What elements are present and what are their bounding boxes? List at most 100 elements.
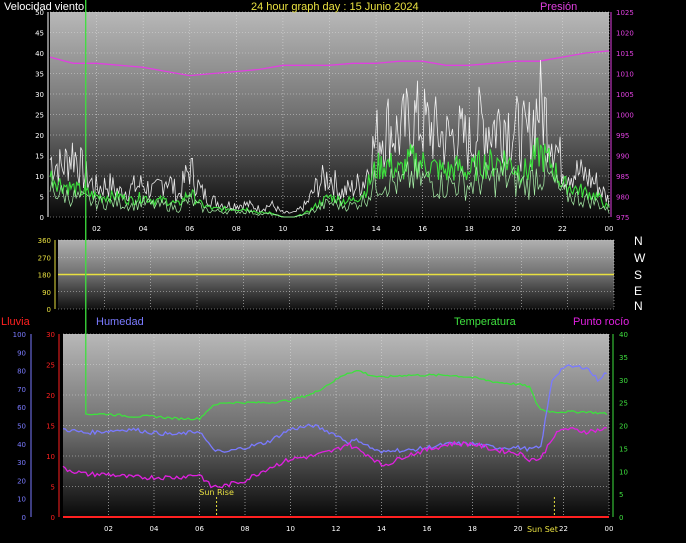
sun-annotation: Sun Set (527, 525, 558, 534)
x-tick-label: 00 (605, 525, 614, 533)
humidity-tick-label: 80 (17, 368, 26, 376)
x-tick-label: 02 (92, 225, 101, 233)
temperature-tick-label: 35 (619, 354, 628, 362)
x-tick-label: 14 (372, 225, 381, 233)
temperature-tick-label: 0 (619, 514, 623, 522)
x-tick-label: 16 (418, 225, 427, 233)
y2-tick-label: 1025 (616, 9, 634, 17)
humidity-axis-label: Humedad (96, 316, 144, 328)
temperature-tick-label: 15 (619, 445, 628, 453)
humidity-tick-label: 40 (17, 441, 26, 449)
temperature-humidity-chart: 0102030405060708090100051015202530051015… (13, 0, 628, 534)
x-tick-label: 22 (559, 525, 568, 533)
x-tick-label: 12 (325, 225, 334, 233)
x-tick-label: 10 (286, 525, 295, 533)
humidity-tick-label: 90 (17, 349, 26, 357)
y-tick-label: 45 (35, 30, 44, 38)
humidity-tick-label: 50 (17, 423, 26, 431)
pressure-line (49, 50, 610, 77)
x-tick-label: 22 (558, 225, 567, 233)
sun-annotation: Sun Rise (199, 488, 234, 497)
wind-min-line (49, 155, 610, 218)
temperature-tick-label: 25 (619, 400, 628, 408)
temperature-axis-label: Temperatura (454, 316, 516, 328)
wind-series-line (49, 59, 610, 214)
temperature-tick-label: 20 (619, 423, 628, 431)
dew-point-axis-label: Punto rocío (573, 316, 630, 328)
compass-label: N (634, 234, 643, 248)
rain-axis-label: Lluvia (1, 316, 30, 328)
humidity-tick-label: 30 (17, 459, 26, 467)
x-tick-label: 12 (332, 525, 341, 533)
y-tick-label: 360 (38, 237, 51, 245)
x-tick-label: 20 (514, 525, 523, 533)
wind-speed-axis-label: Velocidad viento (4, 1, 85, 13)
x-tick-label: 08 (232, 225, 241, 233)
y-tick-label: 10 (35, 173, 44, 181)
y-tick-label: 50 (35, 9, 44, 17)
x-tick-label: 08 (241, 525, 250, 533)
rain-tick-label: 0 (51, 514, 55, 522)
y-tick-label: 25 (35, 112, 44, 120)
x-tick-label: 04 (150, 525, 159, 533)
pressure-axis-label: Presión (540, 1, 578, 13)
x-tick-label: 00 (605, 225, 614, 233)
rain-tick-label: 20 (46, 392, 55, 400)
y2-tick-label: 980 (616, 194, 629, 202)
y-tick-label: 30 (35, 91, 44, 99)
y-tick-label: 35 (35, 71, 44, 79)
temperature-tick-label: 5 (619, 491, 623, 499)
y2-tick-label: 985 (616, 173, 629, 181)
humidity-line (62, 364, 607, 454)
humidity-tick-label: 60 (17, 404, 26, 412)
y2-tick-label: 1000 (616, 112, 634, 120)
humidity-tick-label: 20 (17, 477, 26, 485)
y-tick-label: 180 (38, 272, 51, 280)
x-tick-label: 16 (423, 525, 432, 533)
y2-tick-label: 995 (616, 132, 629, 140)
y2-tick-label: 990 (616, 153, 629, 161)
y-tick-label: 0 (40, 214, 44, 222)
temperature-tick-label: 30 (619, 377, 628, 385)
y-tick-label: 0 (47, 306, 51, 314)
dew-point-line (62, 426, 607, 489)
x-tick-label: 02 (104, 525, 113, 533)
compass-label: N (634, 299, 643, 313)
y-tick-label: 40 (35, 50, 44, 58)
rain-tick-label: 25 (46, 362, 55, 370)
compass-label: W (634, 251, 646, 265)
y2-tick-label: 975 (616, 214, 629, 222)
temperature-tick-label: 10 (619, 468, 628, 476)
y2-tick-label: 1020 (616, 30, 634, 38)
y2-tick-label: 1010 (616, 71, 634, 79)
y-tick-label: 15 (35, 153, 44, 161)
x-tick-label: 18 (465, 225, 474, 233)
x-tick-label: 18 (468, 525, 477, 533)
humidity-tick-label: 10 (17, 496, 26, 504)
humidity-tick-label: 100 (13, 331, 26, 339)
x-tick-label: 20 (511, 225, 520, 233)
rain-tick-label: 5 (51, 484, 55, 492)
rain-tick-label: 30 (46, 331, 55, 339)
wind-pressure-chart: 0510152025303540455097598098599099510001… (35, 9, 634, 233)
temperature-line (85, 0, 608, 421)
x-tick-label: 14 (377, 525, 386, 533)
x-tick-label: 06 (195, 525, 204, 533)
wind-direction-chart: 0 90 180 270 360 (38, 237, 615, 314)
rain-tick-label: 15 (46, 423, 55, 431)
y-tick-label: 270 (38, 254, 51, 262)
x-tick-label: 04 (139, 225, 148, 233)
y-tick-label: 5 (40, 194, 44, 202)
y-tick-label: 20 (35, 132, 44, 140)
x-tick-label: 06 (185, 225, 194, 233)
x-tick-label: 10 (278, 225, 287, 233)
rain-tick-label: 10 (46, 453, 55, 461)
humidity-tick-label: 70 (17, 386, 26, 394)
wind-series-line (49, 137, 610, 218)
humidity-tick-label: 0 (22, 514, 26, 522)
temperature-tick-label: 40 (619, 331, 628, 339)
chart-title: 24 hour graph day : 15 Junio 2024 (251, 1, 419, 13)
compass-label: E (634, 284, 643, 298)
